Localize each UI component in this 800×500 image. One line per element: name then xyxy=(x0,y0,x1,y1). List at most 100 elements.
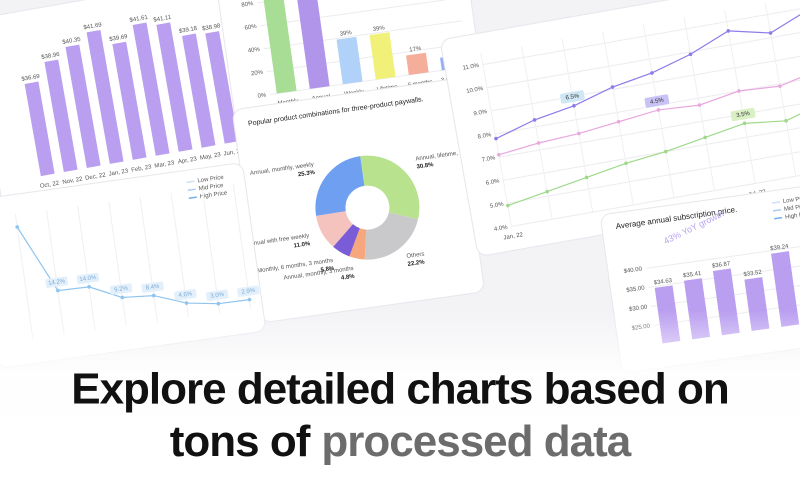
x-tick-label: Feb, 23 xyxy=(131,164,153,174)
point xyxy=(120,295,125,300)
label-badge xyxy=(109,283,133,295)
y-tick-label: 40% xyxy=(248,47,261,55)
y-tick-label: 0% xyxy=(257,93,267,100)
x-tick-label: Jan, 23 xyxy=(108,168,129,177)
y-tick-label: 80% xyxy=(241,1,254,9)
grid-line xyxy=(645,242,800,269)
y-tick-label: 10.0% xyxy=(466,86,484,95)
series-line xyxy=(16,226,250,305)
point xyxy=(726,29,731,33)
y-tick-label: 11.0% xyxy=(462,63,480,72)
bar xyxy=(156,22,193,152)
donut-slice xyxy=(364,212,419,260)
bar xyxy=(771,251,800,327)
v-grid xyxy=(561,38,594,213)
chart-card: 4.0% 5.0% 6.0% 7.0% 8.0% 9.0% 10.0% 11.0% Jan, 2… xyxy=(441,0,800,256)
annotation: 6.5% xyxy=(565,93,580,101)
point xyxy=(584,175,589,180)
point xyxy=(697,103,702,107)
value-label: $35.41 xyxy=(683,271,703,280)
legend-label: Low Price xyxy=(197,175,225,185)
point xyxy=(650,71,654,75)
grid-line xyxy=(648,261,800,288)
y-tick-label: 6.0% xyxy=(485,178,500,186)
bar xyxy=(44,59,78,173)
point xyxy=(737,89,741,93)
y-tick-label: 60% xyxy=(244,24,257,32)
slice-label: Others xyxy=(406,251,425,259)
point xyxy=(151,293,156,298)
point xyxy=(664,149,668,154)
fade-overlay xyxy=(0,310,800,500)
point xyxy=(87,285,91,289)
label-badge xyxy=(76,272,100,285)
v-grid xyxy=(724,10,756,184)
label-badge xyxy=(205,289,229,301)
value-label: 14.0% xyxy=(79,275,97,283)
annotation: 3.5% xyxy=(736,111,751,119)
bar xyxy=(205,31,239,144)
value-label: $38.96 xyxy=(41,52,61,61)
annotation-badge xyxy=(644,94,670,108)
point xyxy=(532,118,537,122)
point xyxy=(624,161,628,166)
slice-value: 4.8% xyxy=(341,274,356,282)
headline-line2: tons of processed data xyxy=(170,417,632,466)
y-tick-label: $30.00 xyxy=(629,304,649,313)
point xyxy=(577,131,581,136)
annotation: 4.5% xyxy=(650,97,665,105)
point xyxy=(768,31,773,35)
value-label: $41.61 xyxy=(129,15,149,24)
point xyxy=(497,152,501,157)
bar xyxy=(112,41,147,160)
value-label: $33.52 xyxy=(743,270,763,279)
bar xyxy=(181,33,216,148)
legend-swatch xyxy=(186,180,195,184)
x-tick-label: Jan, 22 xyxy=(503,232,524,241)
point xyxy=(247,297,252,302)
point xyxy=(703,135,708,140)
bar xyxy=(406,52,429,76)
value-label: $39.18 xyxy=(179,26,199,35)
value-label: 8.4% xyxy=(145,284,160,292)
value-label: $41.11 xyxy=(153,15,172,24)
slice-value: 11.0% xyxy=(293,241,311,249)
point xyxy=(688,52,693,57)
donut-slice xyxy=(360,155,420,220)
bar xyxy=(336,36,363,85)
v-grid xyxy=(139,196,158,322)
slice-value: 30.8% xyxy=(416,162,434,170)
y-tick-label: 5.0% xyxy=(490,202,505,210)
value-label: 9.2% xyxy=(114,286,129,294)
card-bg xyxy=(232,79,484,323)
label-badge xyxy=(174,288,197,301)
x-tick-label: Nov, 22 xyxy=(62,176,84,186)
y-tick-label: $35.00 xyxy=(626,285,646,294)
y-tick-label: 7.0% xyxy=(481,155,496,163)
legend-label: Low Price xyxy=(783,195,800,205)
annotation-badge xyxy=(730,107,756,122)
value-label: $38.98 xyxy=(202,23,222,32)
value-label: $41.69 xyxy=(83,22,103,31)
x-tick-label: Oct, 22 xyxy=(40,181,61,190)
bar xyxy=(369,32,396,80)
value-label: 14.2% xyxy=(48,279,66,287)
donut-slice xyxy=(316,211,353,247)
legend-label: Mid Price xyxy=(198,183,224,193)
y-tick-label: 9.0% xyxy=(473,109,488,117)
y-tick-label: 20% xyxy=(251,70,264,78)
y-tick-label: 8.0% xyxy=(477,132,492,140)
x-tick-label: Mar, 23 xyxy=(154,160,175,169)
slice-value: 5.8% xyxy=(320,266,335,274)
legend-label: High Price xyxy=(199,190,228,200)
legend-swatch xyxy=(187,188,196,192)
point xyxy=(616,119,621,124)
legend-label: High Price xyxy=(785,211,800,221)
label-badge xyxy=(141,281,164,293)
bar xyxy=(65,44,101,168)
donut-slice xyxy=(349,228,367,260)
point xyxy=(784,119,788,123)
label-badge xyxy=(237,285,260,297)
value-label: $34.63 xyxy=(653,278,673,287)
value-label: 4.6% xyxy=(178,291,193,299)
